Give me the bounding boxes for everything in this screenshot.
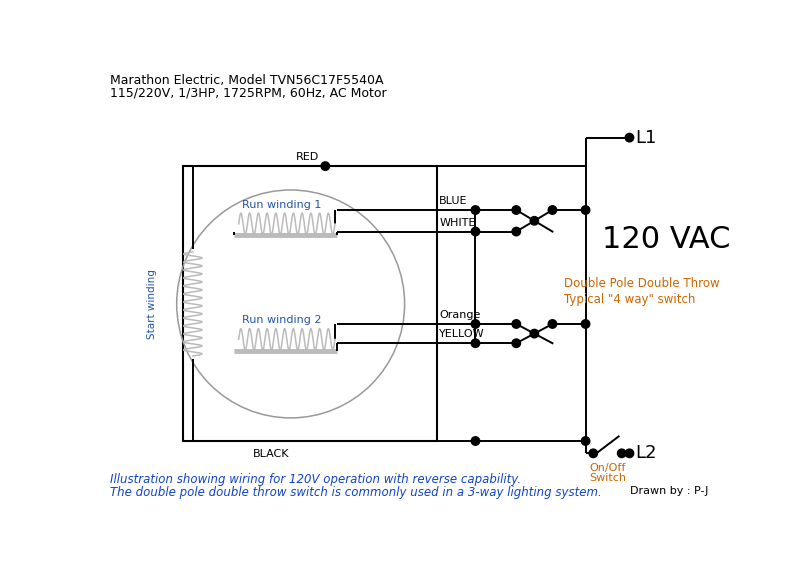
Circle shape [471, 320, 480, 328]
Text: RED: RED [296, 152, 319, 162]
Circle shape [582, 437, 590, 445]
Text: BLUE: BLUE [439, 196, 468, 206]
Text: Orange: Orange [439, 310, 481, 320]
Text: L2: L2 [636, 444, 657, 462]
Circle shape [512, 227, 521, 236]
Circle shape [512, 205, 521, 215]
Circle shape [471, 227, 480, 236]
Text: On/Off: On/Off [590, 463, 626, 472]
Text: Double Pole Double Throw: Double Pole Double Throw [564, 278, 720, 291]
Circle shape [589, 449, 598, 458]
Text: Typical "4 way" switch: Typical "4 way" switch [564, 293, 695, 306]
Text: Switch: Switch [589, 473, 626, 484]
Text: Illustration showing wiring for 120V operation with reverse capability.: Illustration showing wiring for 120V ope… [110, 473, 521, 486]
Circle shape [618, 449, 626, 458]
Circle shape [471, 205, 480, 215]
Circle shape [471, 437, 480, 445]
Text: YELLOW: YELLOW [439, 329, 485, 339]
Text: WHITE: WHITE [439, 218, 476, 227]
Circle shape [512, 339, 521, 347]
Circle shape [548, 320, 557, 328]
Text: 115/220V, 1/3HP, 1725RPM, 60Hz, AC Motor: 115/220V, 1/3HP, 1725RPM, 60Hz, AC Motor [110, 87, 386, 100]
Text: Start winding: Start winding [147, 269, 157, 339]
Circle shape [530, 217, 538, 225]
Circle shape [471, 339, 480, 347]
Text: Run winding 1: Run winding 1 [242, 200, 322, 211]
Text: BLACK: BLACK [253, 449, 290, 459]
Text: Run winding 2: Run winding 2 [242, 315, 322, 325]
Text: L1: L1 [636, 128, 657, 146]
Circle shape [548, 205, 557, 215]
Circle shape [626, 133, 634, 142]
Circle shape [530, 329, 538, 338]
Circle shape [582, 320, 590, 328]
Text: The double pole double throw switch is commonly used in a 3-way lighting system.: The double pole double throw switch is c… [110, 486, 602, 499]
Text: Marathon Electric, Model TVN56C17F5540A: Marathon Electric, Model TVN56C17F5540A [110, 74, 383, 87]
Circle shape [321, 162, 330, 171]
Text: Drawn by : P-J: Drawn by : P-J [630, 486, 709, 495]
Text: 120 VAC: 120 VAC [602, 225, 731, 254]
Circle shape [626, 449, 634, 458]
Bar [183, 166, 437, 441]
Circle shape [582, 205, 590, 215]
Circle shape [512, 320, 521, 328]
